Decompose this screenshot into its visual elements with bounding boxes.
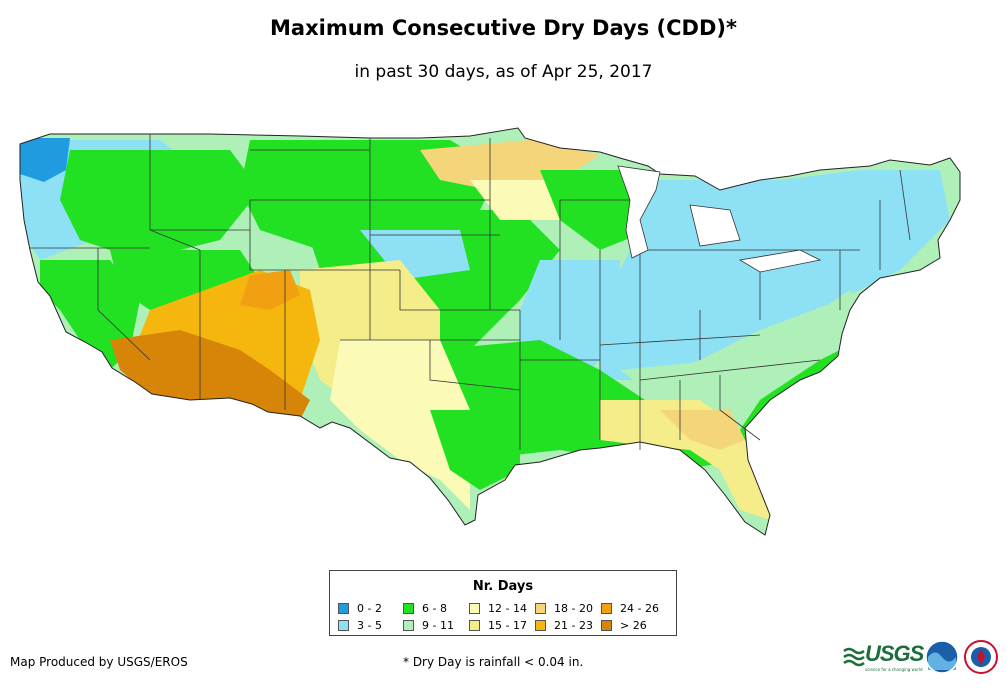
legend-swatch	[535, 602, 546, 614]
legend-item: 15 - 17	[469, 618, 535, 632]
legend: Nr. Days 0 - 2 6 - 8 12 - 14 18 - 20 24 …	[329, 570, 677, 636]
legend-title: Nr. Days	[472, 579, 534, 594]
legend-swatch	[535, 619, 546, 631]
great-lakes	[617, 165, 661, 259]
usgs-wordmark: USGS	[865, 641, 924, 666]
nws-logo-icon	[964, 640, 998, 674]
map-subtitle: in past 30 days, as of Apr 25, 2017	[354, 62, 653, 82]
usgs-tagline: science for a changing world	[865, 667, 923, 672]
map-credit: Map Produced by USGS/EROS	[10, 655, 188, 669]
legend-grid: 0 - 2 6 - 8 12 - 14 18 - 20 24 - 26 3 - …	[338, 601, 671, 632]
legend-swatch	[601, 619, 612, 631]
legend-swatch	[338, 619, 349, 631]
legend-swatch	[403, 602, 414, 614]
legend-item: 24 - 26	[601, 601, 671, 615]
legend-item: 3 - 5	[338, 618, 403, 632]
legend-item: 18 - 20	[535, 601, 601, 615]
legend-item: 21 - 23	[535, 618, 601, 632]
map-title: Maximum Consecutive Dry Days (CDD)*	[270, 16, 737, 40]
legend-item: 6 - 8	[403, 601, 469, 615]
legend-swatch	[338, 602, 349, 614]
cdd-shading	[20, 128, 960, 535]
noaa-logo-icon	[925, 640, 959, 674]
legend-swatch	[469, 619, 480, 631]
legend-swatch	[469, 602, 480, 614]
usgs-logo: USGS science for a changing world	[843, 641, 924, 672]
legend-item: 9 - 11	[403, 618, 469, 632]
legend-swatch	[403, 619, 414, 631]
legend-item: 0 - 2	[338, 601, 403, 615]
cdd-map	[19, 127, 961, 536]
legend-item: > 26	[601, 618, 671, 632]
country-outline	[19, 127, 961, 536]
legend-item: 12 - 14	[469, 601, 535, 615]
usgs-wave-icon	[843, 647, 865, 666]
dry-day-footnote: * Dry Day is rainfall < 0.04 in.	[403, 655, 584, 669]
legend-swatch	[601, 602, 612, 614]
state-borders	[30, 134, 911, 450]
